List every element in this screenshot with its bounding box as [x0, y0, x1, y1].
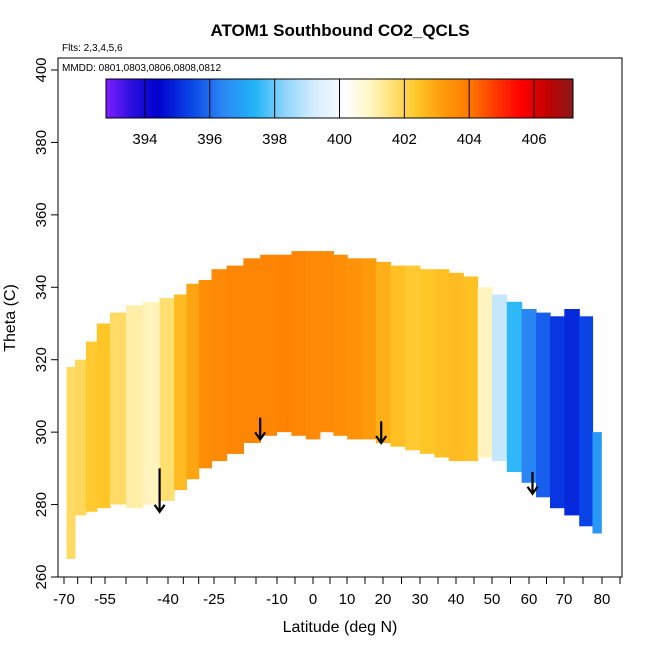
- dates-label: MMDD: 0801,0803,0806,0808,0812: [62, 63, 221, 74]
- y-tick-label: 300: [33, 420, 50, 445]
- x-tick-label: -40: [157, 591, 179, 608]
- heatmap-column: [159, 298, 175, 501]
- heatmap-column: [305, 251, 321, 440]
- y-tick-label: 360: [33, 202, 50, 227]
- heatmap-column: [333, 254, 348, 436]
- heatmap-column: [186, 283, 200, 480]
- heatmap-column: [260, 254, 277, 436]
- heatmap-column: [211, 269, 228, 462]
- colorbar-tick-label: 406: [522, 131, 547, 148]
- heatmap-column: [448, 272, 464, 462]
- colorbar-tick-label: 400: [327, 131, 352, 148]
- profile-arrow: [153, 468, 166, 514]
- x-tick-label: 70: [556, 591, 573, 608]
- colorbar-tick-label: 402: [392, 131, 417, 148]
- heatmap-column: [463, 276, 479, 462]
- y-tick-label: 280: [33, 492, 50, 517]
- heatmap-column: [521, 309, 537, 483]
- heatmap-column: [96, 323, 111, 509]
- heatmap-column: [126, 305, 144, 509]
- heatmap-column: [477, 287, 493, 458]
- x-tick-label: 40: [448, 591, 465, 608]
- heatmap-column: [74, 359, 87, 516]
- heatmap-column: [434, 269, 450, 458]
- plot-area: [66, 251, 602, 559]
- colorbar-tick-label: 394: [132, 131, 157, 148]
- heatmap-column: [405, 265, 421, 451]
- colorbar-tick-label: 396: [197, 131, 222, 148]
- profile-arrow: [526, 471, 539, 496]
- heatmap-column: [506, 301, 523, 472]
- heatmap-column: [579, 316, 594, 527]
- heatmap-column: [419, 269, 435, 454]
- heatmap-column: [85, 341, 98, 512]
- x-tick-label: -10: [266, 591, 288, 608]
- x-tick-label: -25: [203, 591, 225, 608]
- x-tick-label: -55: [94, 591, 116, 608]
- heatmap-column: [174, 294, 187, 491]
- heatmap-column: [564, 309, 580, 516]
- colorbar: 394 396 398 400 402 404 406: [105, 78, 574, 148]
- heatmap-column: [347, 258, 362, 440]
- heatmap-column: [550, 316, 565, 509]
- heatmap-column: [361, 258, 377, 440]
- heatmap-column: [319, 251, 334, 433]
- colorbar-tick-label: 404: [457, 131, 482, 148]
- plot-frame: [57, 57, 623, 578]
- x-tick-label: 50: [484, 591, 501, 608]
- y-tick-label: 400: [33, 57, 50, 82]
- x-axis-label: Latitude (deg N): [283, 619, 398, 636]
- x-tick-label: 30: [412, 591, 429, 608]
- heatmap-column: [536, 312, 551, 498]
- heatmap-column: [198, 280, 213, 469]
- y-tick-label: 380: [33, 130, 50, 155]
- y-tick-label: 260: [33, 564, 50, 589]
- heatmap-column: [109, 312, 127, 505]
- heatmap-column: [390, 265, 406, 447]
- profile-arrow: [254, 417, 267, 442]
- x-tick-label: 80: [594, 591, 611, 608]
- x-tick-label: 10: [339, 591, 356, 608]
- chart-title: ATOM1 Southbound CO2_QCLS: [210, 21, 469, 40]
- profile-arrow: [375, 421, 388, 445]
- y-tick-label: 320: [33, 347, 50, 372]
- colorbar-tick-label: 398: [262, 131, 287, 148]
- heatmap-column: [243, 258, 261, 443]
- arrows-layer: [153, 417, 539, 514]
- x-tick-label: 60: [521, 591, 538, 608]
- heatmap-column: [226, 265, 244, 454]
- y-axis-label: Theta (C): [2, 284, 19, 352]
- y-axis: 260 280 300 320 340 360 380 400: [33, 57, 58, 590]
- heatmap-column: [276, 254, 292, 433]
- x-axis: -70 -55 -40 -25 -10 0 10 20 30 40 50 60 70 80: [53, 577, 621, 608]
- x-tick-label: 20: [375, 591, 392, 608]
- y-tick-label: 340: [33, 275, 50, 300]
- heatmap-column: [592, 432, 602, 534]
- heatmap-column: [291, 251, 307, 436]
- heatmap-column: [375, 261, 391, 443]
- x-tick-label: 0: [309, 591, 317, 608]
- heatmap-column: [142, 301, 161, 505]
- heatmap-column: [66, 367, 76, 559]
- heatmap-column: [492, 294, 508, 462]
- x-tick-label: -70: [53, 591, 75, 608]
- flights-label: Flts: 2,3,4,5,6: [62, 43, 123, 54]
